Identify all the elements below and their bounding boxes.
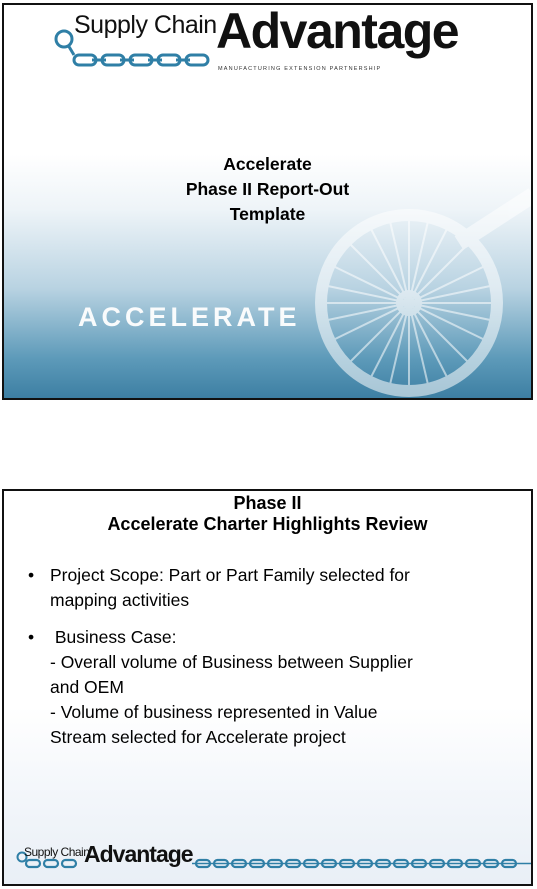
bullet-icon: • (28, 627, 35, 647)
slide-title: Accelerate Phase II Report-Out Template (4, 152, 531, 227)
title-line: Accelerate (223, 154, 312, 174)
bullet-line: Business Case: (50, 627, 177, 647)
bullet-item-project-scope: • Project Scope: Part or Part Family sel… (28, 563, 508, 613)
title-line: Phase II Report-Out (185, 179, 350, 199)
chain-logo-icon (16, 851, 531, 869)
chain-logo-icon (54, 29, 210, 67)
bullet-line: - Overall volume of Business between Sup… (50, 652, 413, 672)
logo-supply-chain-text: Supply Chain (74, 11, 217, 39)
logo-advantage-text: Advantage (84, 841, 194, 867)
title-slide: Supply Chain Advantage MANUFACTURING EXT… (2, 3, 533, 400)
bullet-line: Stream selected for Accelerate project (50, 727, 346, 747)
title-line: Accelerate Charter Highlights Review (107, 514, 428, 534)
bullet-line: and OEM (50, 677, 124, 697)
logo-supply-chain-text: Supply Chain (24, 845, 90, 859)
bullet-item-business-case: • Business Case: - Overall volume of Bus… (28, 625, 508, 750)
bullet-line: Project Scope: Part or Part Family selec… (50, 565, 410, 585)
logo-tagline: MANUFACTURING EXTENSION PARTNERSHIP (218, 66, 382, 72)
charter-review-slide: Phase II Accelerate Charter Highlights R… (2, 489, 533, 886)
bullet-line: - Volume of business represented in Valu… (50, 702, 378, 722)
bullet-list: • Project Scope: Part or Part Family sel… (28, 563, 508, 762)
title-line: Phase II (233, 493, 302, 513)
logo-advantage-text: Advantage (216, 3, 460, 59)
wheel-icon (315, 188, 531, 397)
bullet-icon: • (28, 565, 35, 585)
title-line: Template (229, 204, 306, 224)
bullet-line: mapping activities (50, 590, 190, 610)
accelerate-wordmark: ACCELERATE (78, 302, 301, 332)
slide-title: Phase II Accelerate Charter Highlights R… (4, 493, 531, 535)
